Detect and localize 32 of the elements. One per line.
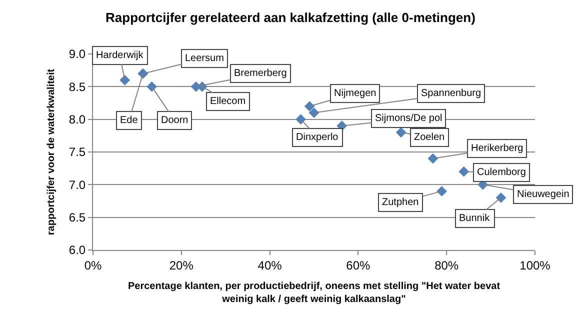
annotation: Ede [120,115,138,126]
x-axis-title: Percentage klanten, per productiebedrijf, oneens met stelling "Het water bevat weinig kalk / geeft weinig kalkaanslag" [128,280,501,305]
annotation: Zutphen [382,197,419,208]
y-axis-title: rapportcijfer voor de waterkwaliteit [46,68,57,236]
y-tick-label: 9.0 [68,47,86,62]
annotation: Ellecom [210,96,246,107]
annotation: Doorn [161,115,188,126]
annotation: Herikerberg [471,143,524,154]
annotation: Spannenburg [421,88,482,99]
y-tick-label: 8.5 [68,80,86,94]
annotation: Zoelen [414,132,445,143]
y-tick-label: 7.0 [68,178,86,192]
y-tick-label: 6.0 [68,243,86,258]
annotation: Bunnik [459,213,491,224]
annotation: Dinxperlo [296,132,339,143]
x-tick-label: 40% [258,258,282,272]
annotation: Nieuwegein [517,189,570,200]
x-tick-label: 60% [346,258,371,272]
y-tick-label: 8.0 [68,112,86,127]
annotation: Nijmegen [334,88,376,99]
x-tick-label: 100% [520,258,551,272]
chart-title: Rapportcijfer gerelateerd aan kalkafzetting (alle 0-metingen) [106,10,476,26]
annotation: Culemborg [477,167,526,178]
annotation: Bremerberg [234,68,287,79]
y-tick-label: 7.5 [68,145,86,160]
x-tick-label: 20% [169,258,194,272]
y-tick-label: 6.5 [68,210,86,225]
x-tick-label: 0% [84,258,102,272]
annotation: Sijmons/De pol [375,113,442,124]
annotation: Harderwijk [96,50,144,61]
annotation: Leersum [185,53,224,64]
x-tick-label: 80% [434,258,459,272]
